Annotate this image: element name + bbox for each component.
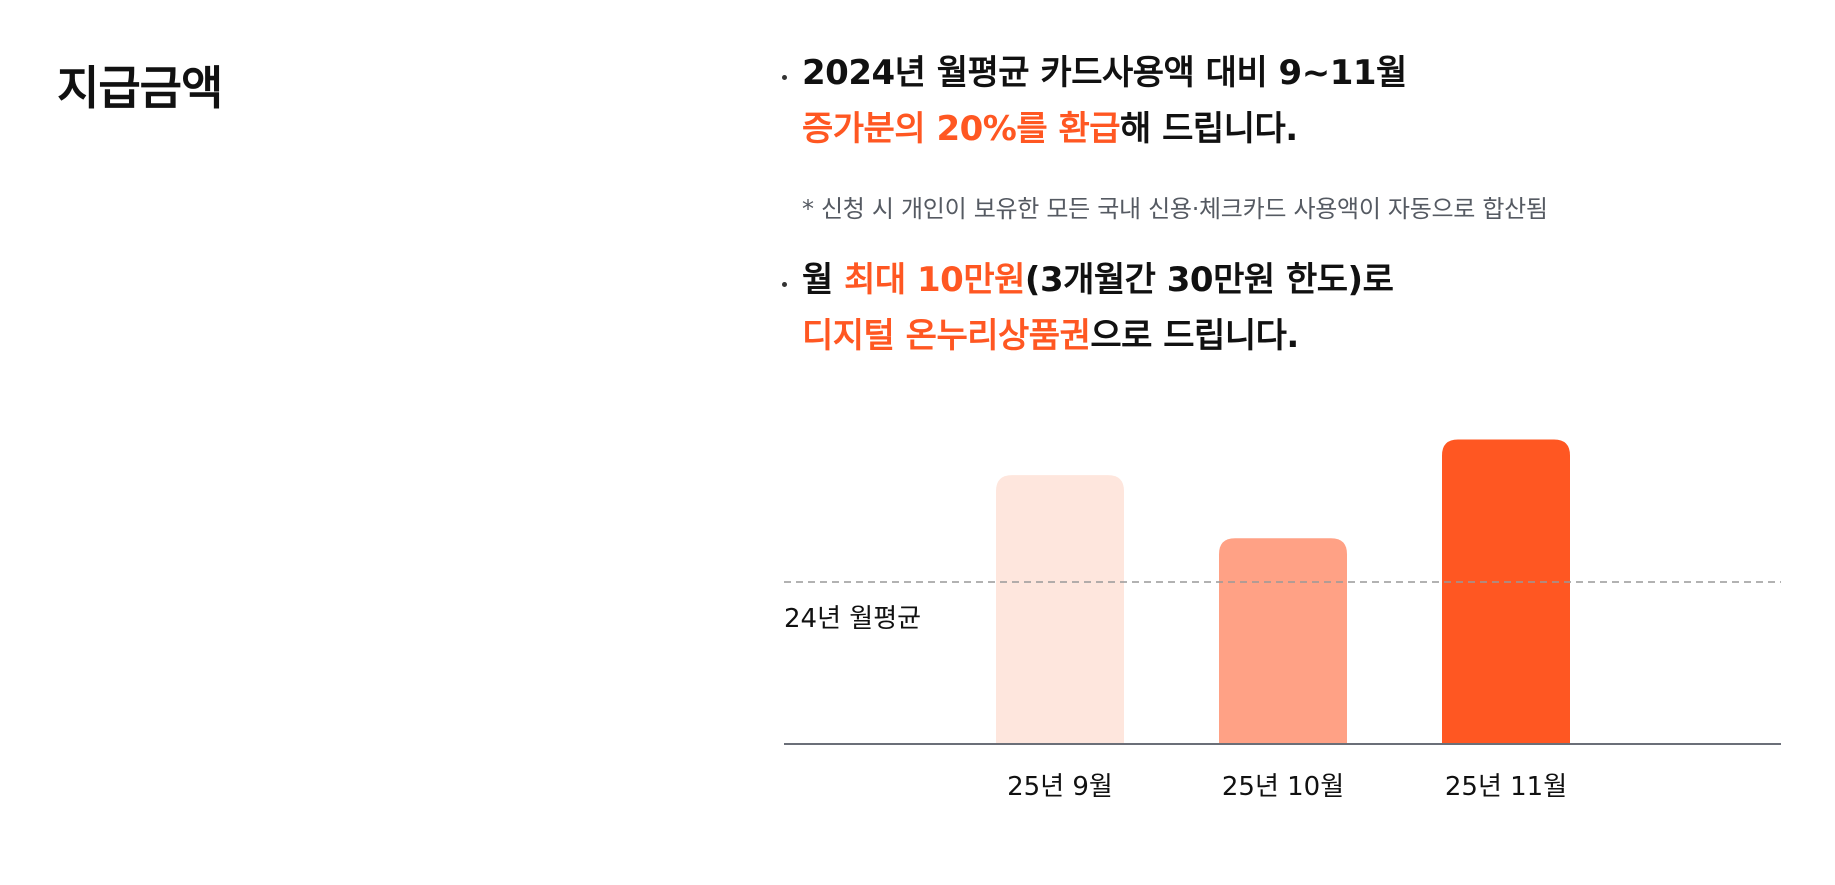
bullet-highlight: 증가분의 20%를 환급 <box>802 109 1121 149</box>
bar-2 <box>1219 538 1347 744</box>
bar-3 <box>1442 439 1570 744</box>
card-note: * 신청 시 개인이 보유한 모든 국내 신용·체크카드 사용액이 자동으로 합… <box>802 195 1548 223</box>
bullet-text: 해 드립니다. <box>1120 109 1298 149</box>
bullet-text: 으로 드립니다. <box>1090 316 1299 356</box>
x-tick-label: 25년 11월 <box>1445 772 1567 802</box>
x-tick-label: 25년 9월 <box>1007 772 1113 802</box>
bullet-text: 2024년 월평균 카드사용액 대비 9~11월 <box>802 53 1407 93</box>
bullet-dot <box>782 75 787 80</box>
reference-line-label: 24년 월평균 <box>784 604 921 634</box>
bullet-highlight: 디지털 온누리상품권 <box>802 316 1091 356</box>
bullet-highlight: 최대 10만원 <box>844 260 1025 300</box>
bullet-line: 월 최대 10만원(3개월간 30만원 한도)로 <box>802 260 1394 300</box>
bullet-dot <box>782 282 787 287</box>
bullet-text: 월 <box>802 260 845 300</box>
bullet-line: 디지털 온누리상품권으로 드립니다. <box>802 316 1299 356</box>
bullet-text: (3개월간 30만원 한도)로 <box>1024 260 1394 300</box>
bullet-line: 2024년 월평균 카드사용액 대비 9~11월 <box>802 53 1407 93</box>
bullet-line: 증가분의 20%를 환급해 드립니다. <box>802 109 1298 149</box>
section-title: 지급금액 <box>57 61 223 115</box>
bar-1 <box>996 475 1124 744</box>
x-tick-label: 25년 10월 <box>1222 772 1344 802</box>
